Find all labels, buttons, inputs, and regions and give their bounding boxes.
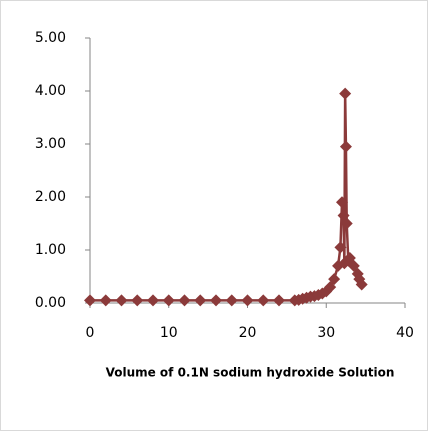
x-tick-label: 0 <box>86 325 95 341</box>
marker <box>336 196 348 209</box>
marker <box>339 140 352 153</box>
marker <box>147 294 159 307</box>
marker <box>84 294 96 307</box>
x-tick-label: 20 <box>239 325 257 341</box>
x-tick-label: 40 <box>396 325 414 341</box>
marker <box>225 294 238 307</box>
marker <box>340 217 353 230</box>
marker <box>241 294 254 307</box>
marker <box>178 294 191 307</box>
marker <box>334 241 347 254</box>
marker <box>131 294 144 307</box>
marker <box>115 294 128 307</box>
marker <box>162 294 175 307</box>
y-tick-label: 3.00 <box>35 136 66 152</box>
x-axis-label: Volume of 0.1N sodium hydroxide Solution <box>106 366 395 380</box>
y-tick-label: 2.00 <box>35 189 66 205</box>
marker <box>273 294 285 307</box>
marker <box>257 294 270 307</box>
marker <box>210 294 222 307</box>
x-tick-label: 10 <box>160 325 178 341</box>
marker <box>339 87 352 100</box>
marker <box>328 273 341 286</box>
y-tick-label: 5.00 <box>35 30 66 46</box>
marker <box>194 294 207 307</box>
y-tick-label: 0.00 <box>35 295 66 311</box>
marker <box>99 294 112 307</box>
marker <box>355 278 368 291</box>
y-tick-label: 1.00 <box>35 242 66 258</box>
y-tick-label: 4.00 <box>35 83 66 99</box>
x-tick-label: 30 <box>317 325 335 341</box>
